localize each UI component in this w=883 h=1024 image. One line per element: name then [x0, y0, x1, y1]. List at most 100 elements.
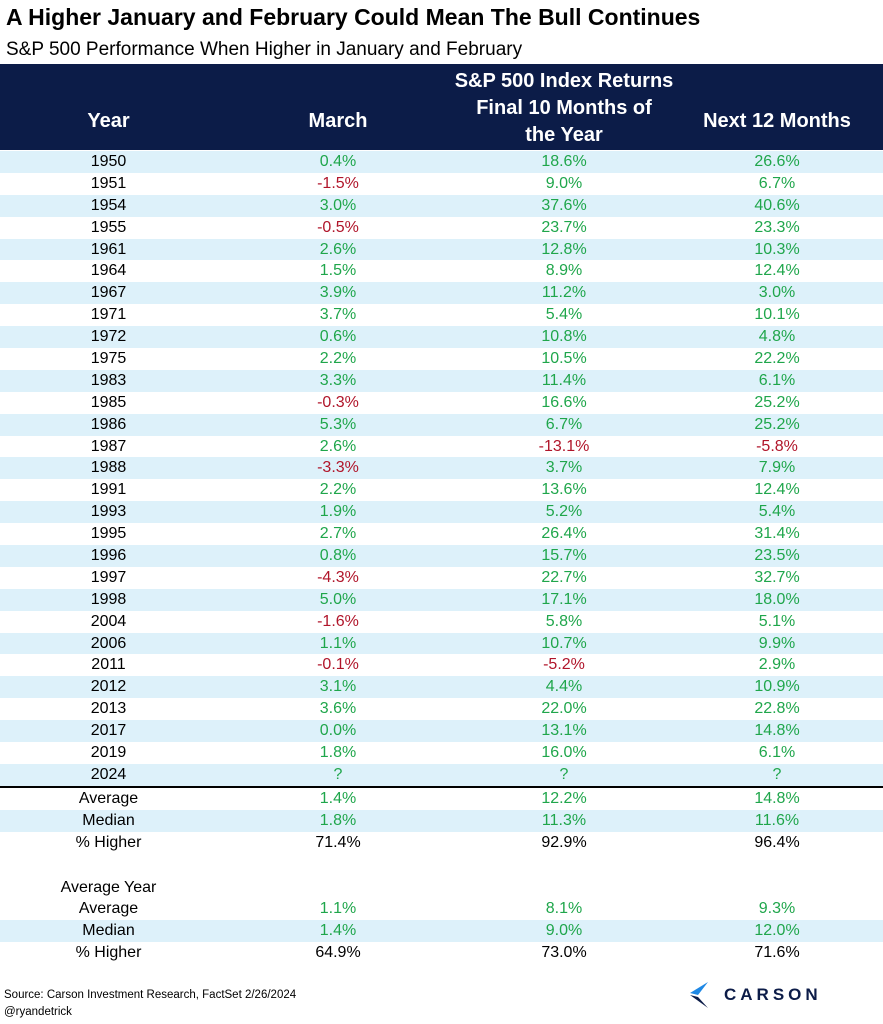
cell-march: -0.3% — [317, 393, 359, 411]
cell-final: 13.1% — [541, 722, 587, 740]
cell-final: 5.2% — [545, 503, 583, 521]
cell-march: 5.3% — [319, 415, 357, 433]
table-row: 1961 2.6% 12.8% 10.3% — [0, 238, 883, 261]
table-row: 1972 0.6% 10.8% 4.8% — [0, 326, 883, 349]
header-group-line1: S&P 500 Index Returns — [454, 70, 674, 92]
cell-march: ? — [333, 765, 343, 783]
table-row: 2019 1.8% 16.0% 6.1% — [0, 742, 883, 764]
cell-final: 18.6% — [541, 153, 587, 170]
cell-year: % Higher — [75, 833, 142, 851]
cell-next: 22.2% — [754, 350, 800, 368]
cell-year: 1972 — [90, 328, 127, 346]
cell-final: 16.0% — [541, 744, 587, 762]
cell-final: 5.8% — [545, 612, 583, 630]
cell-march: 1.5% — [319, 262, 357, 280]
cell-march: 2.7% — [319, 525, 357, 543]
cell-year: % Higher — [75, 943, 142, 961]
cell-final: 4.4% — [545, 678, 583, 696]
cell-year: Median — [82, 811, 135, 829]
carson-logo-text: CARSON — [724, 985, 822, 1004]
author-handle: @ryandetrick — [4, 1006, 72, 1018]
table-row: 1954 3.0% 37.6% 40.6% — [0, 194, 883, 217]
cell-next: 7.9% — [758, 459, 796, 477]
cell-year: 1955 — [90, 218, 127, 236]
table-row: 2012 3.1% 4.4% 10.9% — [0, 676, 883, 699]
table-row: 1987 2.6% -13.1% -5.8% — [0, 436, 883, 458]
cell-next: 14.8% — [754, 790, 800, 807]
cell-march: -1.5% — [317, 174, 359, 192]
cell-year: Median — [82, 921, 135, 939]
cell-year: 2012 — [90, 678, 127, 696]
cell-march: -1.6% — [317, 612, 359, 630]
cell-final: 37.6% — [541, 196, 587, 214]
cell-next: 31.4% — [754, 525, 800, 543]
header-group-line3: the Year — [525, 124, 603, 146]
cell-final: 13.6% — [541, 481, 587, 499]
table-row: 1986 5.3% 6.7% 25.2% — [0, 413, 883, 436]
cell-final: -5.2% — [543, 656, 585, 674]
cell-next: 23.5% — [754, 547, 800, 565]
table-divider — [0, 786, 883, 788]
cell-next: 2.9% — [758, 656, 796, 674]
cell-year: 2024 — [90, 765, 127, 783]
cell-next: 5.1% — [758, 612, 796, 630]
cell-next: 3.0% — [758, 284, 796, 302]
cell-final: 9.0% — [545, 921, 583, 939]
cell-march: 1.1% — [319, 634, 357, 652]
source-note: Source: Carson Investment Research, Fact… — [4, 989, 297, 1001]
cell-final: 10.5% — [541, 350, 587, 368]
cell-march: 1.4% — [319, 790, 357, 807]
cell-final: 8.9% — [545, 262, 583, 280]
cell-final: 12.2% — [541, 790, 587, 807]
cell-next: 10.9% — [754, 678, 800, 696]
cell-year: Average — [78, 900, 139, 917]
table-row: 1971 3.7% 5.4% 10.1% — [0, 304, 883, 326]
cell-march: 0.8% — [319, 547, 357, 565]
cell-next: 11.6% — [754, 811, 800, 829]
cell-year: 1998 — [90, 590, 127, 608]
cell-year: 1971 — [90, 306, 127, 324]
cell-next: 96.4% — [754, 833, 800, 851]
cell-final: 11.2% — [541, 284, 587, 302]
cell-year: 2019 — [90, 744, 127, 762]
cell-next: 6.1% — [758, 371, 796, 389]
cell-next: 23.3% — [754, 218, 800, 236]
cell-next: 5.4% — [758, 503, 796, 521]
cell-next: 22.8% — [754, 700, 800, 718]
cell-year: 1975 — [90, 350, 127, 368]
cell-next: 25.2% — [754, 393, 800, 411]
cell-final: 11.3% — [541, 811, 587, 829]
cell-next: 10.1% — [754, 306, 800, 324]
cell-next: 40.6% — [754, 196, 800, 214]
cell-march: 3.3% — [319, 371, 357, 389]
table-row: Average 1.1% 8.1% 9.3% — [0, 898, 883, 920]
cell-next: ? — [772, 765, 782, 783]
cell-final: 73.0% — [541, 943, 587, 961]
cell-year: 1993 — [90, 503, 127, 521]
cell-year: 1987 — [90, 437, 127, 455]
cell-march: -0.5% — [317, 218, 359, 236]
cell-year: 1954 — [90, 196, 127, 214]
cell-march: 1.1% — [319, 900, 357, 917]
cell-march: 5.0% — [319, 590, 357, 608]
cell-final: 23.7% — [541, 218, 587, 236]
cell-year: 1986 — [90, 415, 127, 433]
table-row: 2017 0.0% 13.1% 14.8% — [0, 720, 883, 743]
cell-year: 1997 — [90, 568, 127, 586]
table-row: Median 1.4% 9.0% 12.0% — [0, 919, 883, 942]
cell-year: 1985 — [90, 393, 127, 411]
table-row: 1983 3.3% 11.4% 6.1% — [0, 369, 883, 392]
table-row: 2024??? — [0, 763, 883, 786]
cell-final: 22.0% — [541, 700, 587, 718]
table-row: 1985 -0.3% 16.6% 25.2% — [0, 392, 883, 414]
cell-final: 5.4% — [545, 306, 583, 324]
cell-march: 0.6% — [319, 328, 357, 346]
cell-next: 18.0% — [754, 590, 800, 608]
cell-next: 12.0% — [754, 921, 800, 939]
header-final-10-months: S&P 500 Index Returns Final 10 Months of… — [431, 68, 697, 149]
cell-march: -4.3% — [317, 568, 359, 586]
cell-march: -3.3% — [317, 459, 359, 477]
header-march: March — [308, 110, 368, 132]
cell-next: 9.3% — [758, 900, 796, 917]
cell-next: 14.8% — [754, 722, 800, 740]
